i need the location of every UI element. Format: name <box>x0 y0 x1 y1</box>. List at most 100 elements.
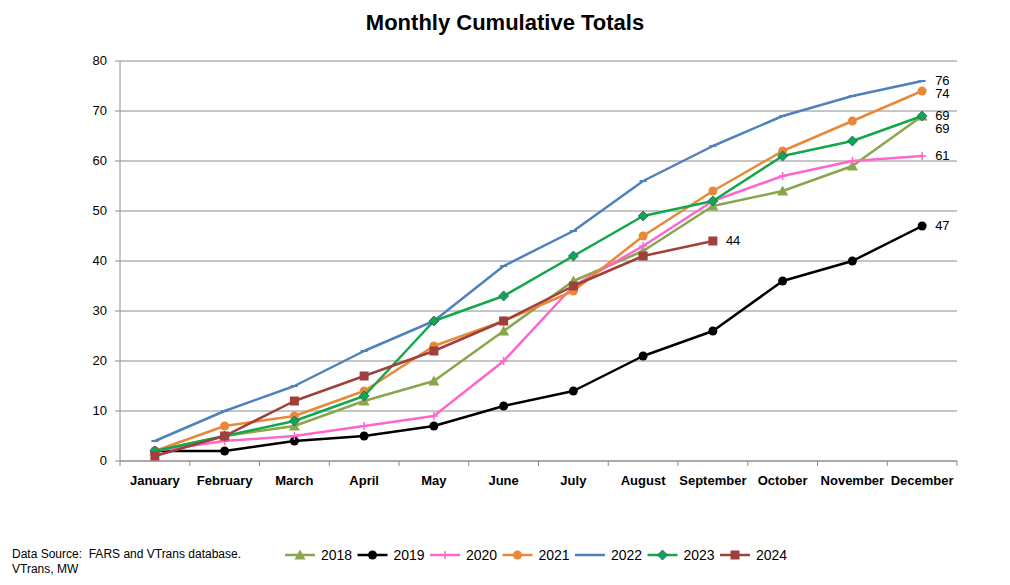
marker <box>430 412 438 420</box>
grid-line <box>120 361 957 362</box>
marker <box>849 95 856 97</box>
marker <box>640 180 647 182</box>
category-label: September <box>679 473 746 488</box>
category-tick <box>817 461 818 466</box>
marker <box>368 551 377 560</box>
grid-line <box>120 61 957 62</box>
marker <box>639 352 648 361</box>
tick-mark <box>115 461 120 462</box>
marker <box>848 157 856 165</box>
tick-label: 30 <box>93 303 107 318</box>
category-tick <box>538 461 539 466</box>
marker <box>917 111 928 121</box>
marker <box>658 550 668 560</box>
series <box>150 237 717 461</box>
source-note: VTrans, MW <box>12 562 79 576</box>
marker <box>441 551 449 559</box>
data-label: 69 <box>935 121 949 136</box>
category-label: April <box>349 473 379 488</box>
tick-mark <box>115 161 120 162</box>
marker <box>569 387 578 396</box>
series-line <box>155 116 922 451</box>
legend-label: 2018 <box>321 547 352 563</box>
marker <box>708 196 718 206</box>
category-label: May <box>421 473 447 488</box>
marker <box>291 385 298 387</box>
marker <box>429 422 438 431</box>
marker <box>570 230 577 232</box>
series-line <box>155 116 922 451</box>
category-label: June <box>488 473 518 488</box>
marker <box>220 431 230 441</box>
category-label: January <box>130 473 181 488</box>
marker <box>290 432 298 440</box>
chart: Monthly Cumulative Totals010203040506070… <box>0 0 1010 585</box>
series <box>150 111 927 456</box>
marker <box>220 432 229 441</box>
legend-label: 2024 <box>756 547 787 563</box>
data-label: 74 <box>935 86 949 101</box>
tick-mark <box>115 61 120 62</box>
tick-label: 0 <box>100 453 107 468</box>
legend-swatch <box>575 554 605 557</box>
marker <box>361 350 368 352</box>
category-tick <box>678 461 679 466</box>
tick-mark <box>115 211 120 212</box>
category-label: August <box>621 473 666 488</box>
tick-label: 60 <box>93 153 107 168</box>
grid-line <box>120 411 957 412</box>
marker <box>848 117 857 126</box>
marker <box>709 145 716 147</box>
category-tick <box>399 461 400 466</box>
tick-label: 40 <box>93 253 107 268</box>
data-label: 47 <box>935 218 949 233</box>
marker <box>708 187 717 196</box>
category-tick <box>329 461 330 466</box>
tick-label: 20 <box>93 353 107 368</box>
legend-item: 2018 <box>285 547 352 563</box>
marker <box>221 410 228 412</box>
data-label: 44 <box>726 233 740 248</box>
tick-mark <box>115 261 120 262</box>
legend-label: 2021 <box>539 547 570 563</box>
marker <box>151 440 158 442</box>
tick-mark <box>115 361 120 362</box>
legend-item: 2023 <box>648 547 715 563</box>
marker <box>569 282 577 290</box>
grid-line <box>120 111 957 112</box>
tick-mark <box>115 111 120 112</box>
marker <box>429 347 438 356</box>
grid-line <box>120 211 957 212</box>
marker <box>360 432 369 441</box>
marker <box>918 152 926 160</box>
category-tick <box>957 461 958 466</box>
tick-label: 80 <box>93 53 107 68</box>
plot-area <box>149 81 927 461</box>
grid-line <box>120 161 957 162</box>
marker <box>220 447 229 456</box>
tick-label: 10 <box>93 403 107 418</box>
marker <box>500 265 507 267</box>
grid-line <box>120 261 957 262</box>
marker <box>360 422 368 430</box>
data-label: 61 <box>935 148 949 163</box>
marker <box>428 376 439 386</box>
marker <box>295 550 306 560</box>
category-tick <box>120 461 121 466</box>
marker <box>220 422 229 431</box>
marker <box>499 317 508 326</box>
marker <box>779 172 787 180</box>
category-label: July <box>560 473 587 488</box>
marker <box>919 80 926 82</box>
category-label: November <box>821 473 885 488</box>
tick-mark <box>115 411 120 412</box>
source-note: Data Source: FARS and VTrans database. <box>12 547 241 561</box>
marker <box>290 397 299 406</box>
marker <box>219 431 230 441</box>
marker <box>638 211 648 221</box>
marker <box>499 317 508 326</box>
series <box>150 87 926 456</box>
series-line <box>155 226 922 451</box>
category-label: February <box>197 473 253 488</box>
legend-label: 2022 <box>611 547 642 563</box>
